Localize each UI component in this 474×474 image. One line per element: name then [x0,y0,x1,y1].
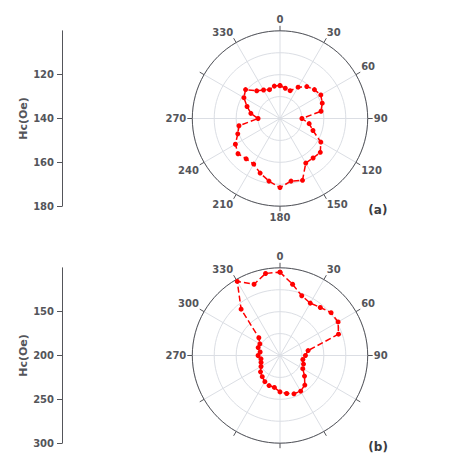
svg-text:210: 210 [212,199,233,210]
svg-text:(b): (b) [368,440,388,454]
svg-text:0: 0 [277,14,284,25]
svg-text:240: 240 [178,165,199,176]
svg-text:150: 150 [33,306,54,317]
svg-text:300: 300 [178,298,199,309]
svg-text:300: 300 [33,438,54,449]
svg-text:120: 120 [361,165,382,176]
svg-text:30: 30 [327,27,341,38]
svg-text:90: 90 [374,350,388,361]
svg-text:180: 180 [33,201,54,212]
svg-text:140: 140 [33,113,54,124]
svg-text:Hc(Oe): Hc(Oe) [17,97,30,140]
svg-text:160: 160 [33,157,54,168]
svg-text:60: 60 [361,298,375,309]
svg-text:180: 180 [270,212,291,223]
svg-text:60: 60 [361,61,375,72]
svg-text:330: 330 [212,264,233,275]
svg-text:270: 270 [165,350,186,361]
svg-text:150: 150 [327,199,348,210]
svg-text:0: 0 [277,251,284,262]
svg-text:90: 90 [374,113,388,124]
svg-text:120: 120 [33,69,54,80]
svg-text:330: 330 [212,27,233,38]
svg-text:200: 200 [33,350,54,361]
svg-text:30: 30 [327,264,341,275]
svg-text:(a): (a) [368,203,387,217]
svg-text:270: 270 [165,113,186,124]
svg-text:Hc(Oe): Hc(Oe) [17,334,30,377]
svg-text:250: 250 [33,394,54,405]
